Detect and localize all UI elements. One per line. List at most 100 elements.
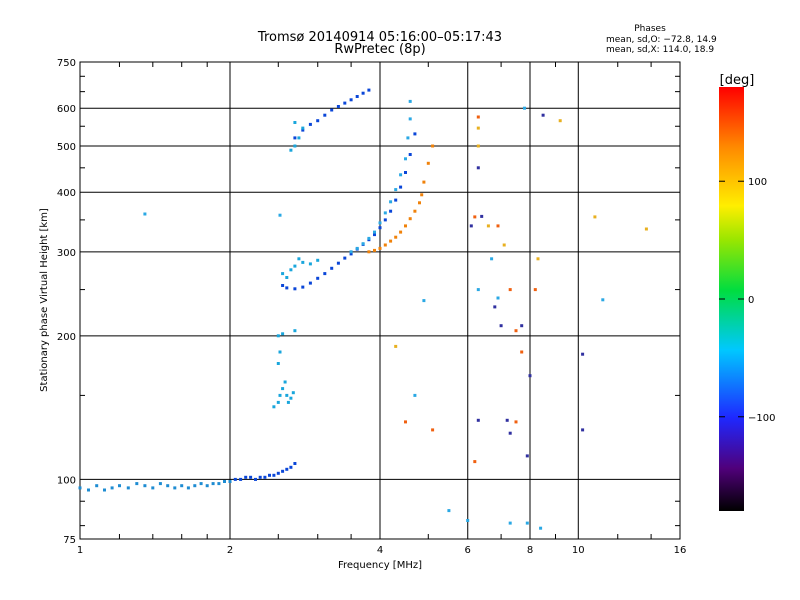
data-point: [103, 488, 106, 492]
data-point: [301, 260, 305, 264]
data-point: [355, 246, 359, 250]
data-point: [249, 475, 253, 479]
data-point: [394, 344, 398, 348]
data-point: [283, 380, 287, 384]
x-tick-label: 4: [377, 545, 383, 556]
y-tick-label: 75: [63, 535, 76, 546]
data-point: [422, 180, 426, 184]
grid: [80, 62, 680, 539]
data-point: [291, 391, 295, 395]
data-point: [254, 477, 257, 481]
data-point: [413, 209, 417, 213]
data-point: [272, 473, 276, 477]
data-point: [505, 418, 509, 422]
data-point: [367, 88, 371, 92]
data-point: [394, 188, 398, 192]
data-point: [413, 393, 417, 397]
data-point: [413, 132, 417, 136]
plot-frame: [79, 61, 681, 540]
data-point: [308, 262, 312, 266]
data-point: [408, 117, 412, 121]
data-point: [525, 521, 529, 525]
x-tick-label: 16: [674, 545, 687, 556]
data-point: [281, 272, 285, 276]
data-point: [272, 405, 276, 409]
data-point: [217, 482, 221, 486]
data-point: [239, 477, 243, 481]
y-tick-label: 500: [57, 142, 76, 153]
data-point: [143, 484, 147, 488]
data-point: [399, 230, 403, 234]
data-point: [373, 230, 376, 234]
data-point: [135, 482, 139, 486]
data-point: [316, 276, 320, 280]
data-point: [389, 200, 393, 204]
data-point: [394, 198, 398, 202]
data-point: [233, 477, 237, 481]
data-point: [490, 257, 494, 261]
data-point: [278, 393, 282, 397]
data-point: [539, 526, 543, 530]
chart-subtitle: RwPretec (8p): [334, 42, 425, 57]
data-point: [389, 239, 393, 243]
data-point: [361, 242, 365, 246]
data-point: [281, 284, 285, 287]
data-point: [289, 465, 293, 469]
data-point: [293, 462, 297, 465]
data-point: [143, 212, 147, 216]
y-tick-label: 300: [57, 248, 76, 259]
data-point: [496, 296, 500, 300]
y-tick-label: 600: [57, 104, 76, 115]
data-point: [593, 215, 597, 219]
data-point: [476, 144, 480, 148]
data-point: [480, 214, 484, 218]
data-point: [404, 171, 407, 174]
data-point: [278, 350, 282, 354]
data-point: [205, 484, 209, 488]
data-point: [389, 209, 393, 213]
data-point: [349, 252, 353, 256]
stats-x: mean, sd,X: 114.0, 18.9: [606, 45, 714, 55]
data-point: [316, 258, 320, 262]
stats-header: Phases: [634, 24, 666, 34]
data-point: [373, 248, 376, 252]
data-point: [476, 115, 480, 119]
data-point: [361, 91, 365, 95]
data-point: [431, 428, 435, 432]
x-axis-label: Frequency [MHz]: [338, 560, 422, 571]
data-point: [541, 113, 545, 117]
y-tick-label: 100: [57, 475, 76, 486]
data-point: [276, 400, 280, 404]
y-tick-label: 400: [57, 188, 76, 199]
data-point: [426, 161, 430, 165]
data-point: [473, 215, 477, 219]
data-point: [404, 224, 407, 228]
stats-o: mean, sd,O: −72.8, 14.9: [606, 35, 717, 45]
data-point: [473, 460, 477, 464]
data-point: [323, 113, 327, 117]
data-point: [293, 287, 297, 291]
data-point: [378, 221, 382, 225]
data-point: [301, 126, 305, 130]
data-point: [399, 173, 403, 177]
data-point: [383, 243, 387, 247]
data-point: [166, 484, 170, 488]
colorbar-tick-label: 0: [748, 295, 754, 306]
data-point: [330, 266, 334, 270]
data-point: [431, 144, 435, 148]
data-point: [293, 144, 297, 148]
data-point: [355, 95, 359, 98]
data-point: [87, 488, 90, 492]
data-point: [126, 486, 130, 490]
data-point: [289, 148, 293, 152]
data-point: [476, 288, 480, 292]
data-point: [496, 224, 500, 228]
data-point: [508, 288, 512, 292]
data-point: [316, 119, 320, 123]
data-point: [378, 226, 382, 230]
data-point: [343, 101, 347, 105]
data-point: [186, 486, 190, 490]
x-tick-label: 10: [572, 545, 585, 556]
colorbar-tick-label: −100: [748, 413, 775, 424]
